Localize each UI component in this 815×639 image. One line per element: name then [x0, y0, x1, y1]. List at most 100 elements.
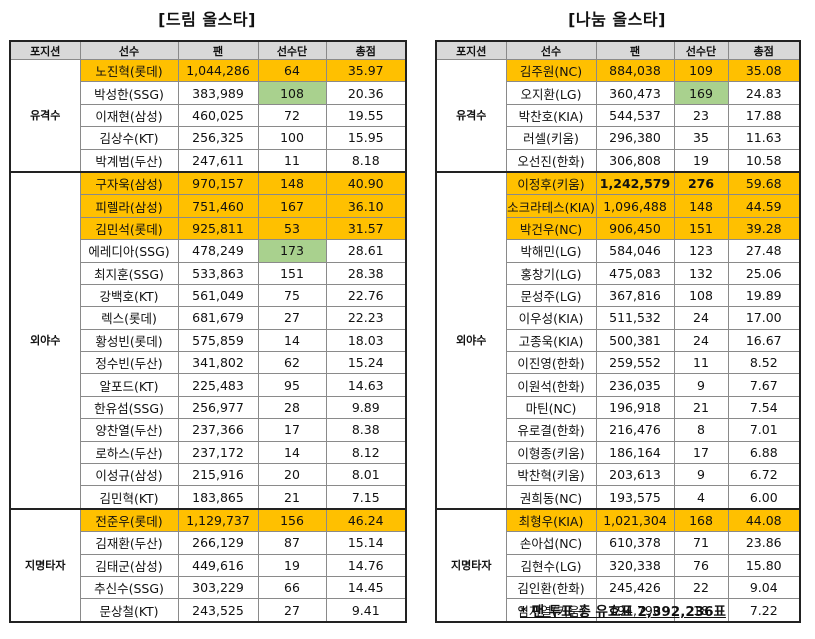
total-score-cell: 28.61: [325, 239, 407, 263]
table-row: 강백호(KT) 561,049 75 22.76: [10, 283, 407, 308]
team-votes-cell: 64: [257, 58, 327, 83]
player-name-cell: 최형우(KIA): [505, 507, 597, 533]
table-row: 권희동(NC) 193,575 4 6.00: [436, 485, 801, 510]
total-score-cell: 36.10: [325, 194, 407, 218]
table-row: 김현수(LG) 320,338 76 15.80: [436, 553, 801, 577]
team-votes-cell: 9: [673, 373, 729, 397]
total-score-cell: 16.67: [727, 328, 801, 353]
position-cell: 유격수: [435, 58, 507, 173]
total-score-cell: 46.24: [325, 507, 407, 533]
fan-votes-cell: 460,025: [177, 103, 259, 128]
position-cell: 지명타자: [435, 507, 507, 623]
nanum-allstar-table: 포지션 선수 팬 선수단 총점 유격수 김주원(NC) 884,038 109 35.08 오지환…: [435, 40, 801, 623]
fan-votes-cell: 383,989: [177, 81, 259, 105]
player-name-cell: 박찬혁(키움): [505, 463, 597, 487]
team-votes-cell: 156: [257, 507, 327, 533]
fan-votes-cell: 341,802: [177, 351, 259, 375]
team-votes-cell: 4: [673, 485, 729, 510]
team-votes-cell: 95: [257, 373, 327, 397]
table-row: 외야수 이정후(키움) 1,242,579 276 59.68: [435, 170, 801, 510]
table-row: 손아섭(NC) 610,378 71 23.86: [436, 531, 801, 555]
fan-votes-cell: 360,473: [595, 81, 675, 105]
player-name-cell: 로하스(두산): [79, 440, 179, 465]
fan-votes-cell: 681,679: [177, 306, 259, 330]
fan-votes-cell: 575,859: [177, 328, 259, 353]
header-team: 선수단: [673, 40, 729, 60]
fan-votes-cell: 751,460: [177, 194, 259, 218]
table-row: 황성빈(롯데) 575,859 14 18.03: [10, 328, 407, 353]
team-votes-cell: 9: [673, 463, 729, 487]
team-votes-cell: 108: [257, 81, 327, 105]
player-name-cell: 박찬호(KIA): [505, 103, 597, 128]
fan-votes-cell: 925,811: [177, 216, 259, 241]
table-row: 이재현(삼성) 460,025 72 19.55: [10, 103, 407, 128]
header-total: 총점: [727, 40, 801, 60]
player-name-cell: 고종욱(KIA): [505, 328, 597, 353]
dream-allstar-title: [드림 올스타]: [158, 10, 256, 29]
team-votes-cell: 167: [257, 194, 327, 218]
player-name-cell: 박성한(SSG): [79, 81, 179, 105]
player-name-cell: 김태군(삼성): [79, 553, 179, 577]
team-votes-cell: 20: [257, 463, 327, 487]
table-row: 추신수(SSG) 303,229 66 14.45: [10, 575, 407, 600]
total-score-cell: 14.63: [325, 373, 407, 397]
fan-votes-cell: 243,525: [177, 598, 259, 623]
table-row: 김태군(삼성) 449,616 19 14.76: [10, 553, 407, 577]
total-score-cell: 8.52: [727, 351, 801, 375]
fan-votes-cell: 256,325: [177, 126, 259, 150]
table-row: 최지훈(SSG) 533,863 151 28.38: [10, 261, 407, 285]
team-votes-cell: 148: [257, 170, 327, 196]
team-votes-cell: 87: [257, 531, 327, 555]
total-score-cell: 40.90: [325, 170, 407, 196]
header-fan: 팬: [595, 40, 675, 60]
team-votes-cell: 109: [673, 58, 729, 83]
total-score-cell: 6.72: [727, 463, 801, 487]
footnote: * 팬 투표 총 유효표 2,392,236표: [520, 604, 726, 620]
total-score-cell: 19.89: [727, 283, 801, 308]
fan-votes-cell: 1,096,488: [595, 194, 675, 218]
fan-votes-cell: 449,616: [177, 553, 259, 577]
total-score-cell: 8.01: [325, 463, 407, 487]
team-votes-cell: 11: [673, 351, 729, 375]
fan-votes-cell: 320,338: [595, 553, 675, 577]
fan-votes-cell: 610,378: [595, 531, 675, 555]
fan-votes-cell: 478,249: [177, 239, 259, 263]
team-votes-cell: 14: [257, 328, 327, 353]
position-cell: 유격수: [9, 58, 81, 173]
team-votes-cell: 19: [673, 148, 729, 173]
team-votes-cell: 66: [257, 575, 327, 600]
player-name-cell: 권희동(NC): [505, 485, 597, 510]
player-name-cell: 유로결(한화): [505, 418, 597, 442]
fan-votes-cell: 500,381: [595, 328, 675, 353]
player-name-cell: 이성규(삼성): [79, 463, 179, 487]
total-score-cell: 7.54: [727, 395, 801, 420]
player-name-cell: 소크라테스(KIA): [505, 194, 597, 218]
player-name-cell: 강백호(KT): [79, 283, 179, 308]
total-score-cell: 9.41: [325, 598, 407, 623]
team-votes-cell: 17: [257, 418, 327, 442]
fan-votes-cell: 194,790: [595, 598, 675, 623]
header-position: 포지션: [9, 40, 81, 60]
table-header-row: 포지션 선수 팬 선수단 총점: [9, 40, 407, 60]
header-team: 선수단: [257, 40, 327, 60]
player-name-cell: 추신수(SSG): [79, 575, 179, 600]
fan-votes-cell: 1,242,579: [595, 170, 675, 196]
team-votes-cell: 27: [257, 306, 327, 330]
player-name-cell: 문상철(KT): [79, 598, 179, 623]
fan-votes-cell: 1,044,286: [177, 58, 259, 83]
table-row: 김민혁(KT) 183,865 21 7.15: [10, 485, 407, 510]
team-votes-cell: 24: [673, 306, 729, 330]
fan-votes-cell: 561,049: [177, 283, 259, 308]
total-score-cell: 28.38: [325, 261, 407, 285]
fan-votes-cell: 256,977: [177, 395, 259, 420]
table-row: 마틴(NC) 196,918 21 7.54: [436, 395, 801, 420]
player-name-cell: 러셀(키움): [505, 126, 597, 150]
table-row: 박해민(LG) 584,046 123 27.48: [436, 239, 801, 263]
total-score-cell: 35.97: [325, 58, 407, 83]
player-name-cell: 문성주(LG): [505, 283, 597, 308]
fan-votes-cell: 367,816: [595, 283, 675, 308]
fan-votes-cell: 237,172: [177, 440, 259, 465]
player-name-cell: 박해민(LG): [505, 239, 597, 263]
fan-votes-cell: 906,450: [595, 216, 675, 241]
total-score-cell: 44.08: [727, 507, 801, 533]
